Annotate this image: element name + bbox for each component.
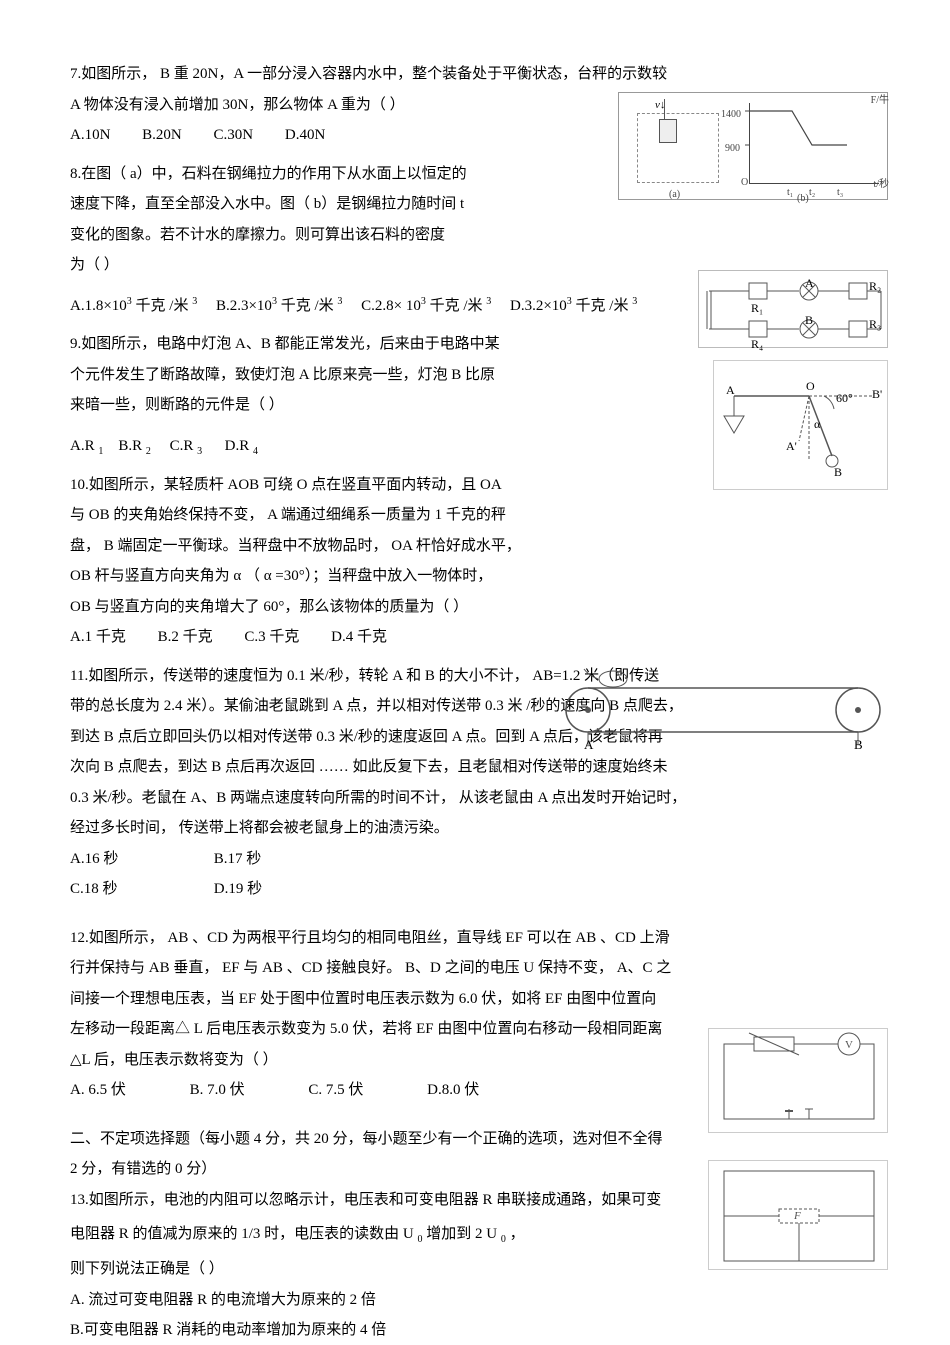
q9-opt-d: D.R 4 [225,438,258,454]
question-10: 10.如图所示，某轻质杆 AOB 可绕 O 点在竖直平面内转动，且 OA 与 O… [70,471,880,652]
q10-options: A.1 千克 B.2 千克 C.3 千克 D.4 千克 [70,623,880,652]
q7-opt-c: C.30N [214,127,254,143]
q13-opt-a: A. 流过可变电阻器 R 的电流增大为原来的 2 倍 [70,1286,880,1315]
fig8-xlabel: t/秒 [873,175,889,194]
fig8-ylabel: F/牛 [871,91,889,110]
q10-opt-d: D.4 千克 [331,629,387,645]
fig10-a: A [726,379,735,402]
q9-opt-a: A.R 1 [70,438,103,454]
figure-q8: v↓ (a) F/牛 1400 900 O t₁ t₂ t₃ t/秒 (b) [618,92,888,200]
fig9-r4: R₄ [751,333,763,356]
q8-opt-c: C.2.8× 103 千克 /米 3 [361,298,491,314]
q10-stem-3: 盘， B 端固定一平衡球。当秤盘中不放物品时， OA 杆恰好成水平， [70,532,880,561]
fig8-y2: 900 [725,139,740,158]
q10-opt-a: A.1 千克 [70,629,126,645]
q11-options-row1: A.16 秒 B.17 秒 [70,845,880,874]
q10-opt-b: B.2 千克 [158,629,213,645]
q12-opt-d: D.8.0 伏 [427,1082,479,1098]
q11-opt-d: D.19 秒 [214,881,262,897]
fig8-y1: 1400 [721,105,741,124]
q8-opt-a: A.1.8×103 千克 /米 3 [70,298,197,314]
q11-opt-a: A.16 秒 [70,845,210,874]
fig8-t2: t₂ [809,183,815,202]
q9-opt-b: B.R 2 [118,438,151,454]
q11-stem-5: 0.3 米/秒。老鼠在 A、B 两端点速度转向所需的时间不计， 从该老鼠由 A … [70,784,880,813]
q11-opt-b: B.17 秒 [214,851,262,867]
q8-opt-d: D.3.2×103 千克 /米 3 [510,298,637,314]
figure-q13-b: F [708,1160,888,1270]
q12-opt-a: A. 6.5 伏 [70,1082,126,1098]
fig8-t1: t₁ [787,183,793,202]
q11-opt-c: C.18 秒 [70,875,210,904]
fig8-cap-a: (a) [669,185,680,204]
q12-stem-3: 间接一个理想电压表，当 EF 处于图中位置时电压表示数为 6.0 伏，如将 EF… [70,985,880,1014]
q8-opt-b: B.2.3×103 千克 /米 3 [216,298,342,314]
fig11-a: A [584,733,593,758]
fig8-o: O [741,173,748,192]
q12-opt-b: B. 7.0 伏 [190,1082,245,1098]
q7-stem-1: 7.如图所示， B 重 20N，A 一部分浸入容器内水中，整个装备处于平衡状态，… [70,60,880,89]
fig9-b: B [805,309,813,332]
fig8-t3: t₃ [837,183,843,202]
figure-q10: A O B B' A' 60° α [713,360,888,490]
fig10-a2: A' [786,435,797,458]
q10-stem-5: OB 与竖直方向的夹角增大了 60°，那么该物体的质量为（ ） [70,593,880,622]
q13-opt-b: B.可变电阻器 R 消耗的电动率增加为原来的 4 倍 [70,1316,880,1345]
q12-stem-2: 行并保持与 AB 垂直， EF 与 AB 、CD 接触良好。 B、D 之间的电压… [70,954,880,983]
fig9-r1: R₁ [751,297,763,320]
q10-opt-c: C.3 千克 [244,629,299,645]
q9-opt-c: C.R 3 [170,438,203,454]
q10-stem-4: OB 杆与竖直方向夹角为 α （ α =30°）；当秤盘中放入一物体时， [70,562,880,591]
fig10-o: O [806,375,815,398]
svg-text:V: V [845,1039,853,1051]
fig10-b2: B' [872,383,882,406]
figure-q9: A B R₁ R₂ R₃ R₄ [698,270,888,348]
q11-options-row2: C.18 秒 D.19 秒 [70,875,880,904]
q10-stem-2: 与 OB 的夹角始终保持不变， A 端通过细绳系一质量为 1 千克的秤 [70,501,880,530]
q11-stem-6: 经过多长时间， 传送带上将都会被老鼠身上的油渍污染。 [70,814,880,843]
fig9-r3: R₃ [869,313,881,336]
figure-q11: A B [558,665,888,750]
fig10-ang: 60° [836,387,853,410]
fig10-b: B [834,461,842,484]
fig9-r2: R₂ [869,275,881,298]
fig9-a: A [805,272,814,295]
q7-opt-a: A.10N [70,127,110,143]
q7-opt-b: B.20N [142,127,182,143]
svg-text:F: F [793,1210,801,1222]
fig11-b: B [854,733,863,758]
fig8-cap-b: (b) [797,189,809,208]
q7-opt-d: D.40N [285,127,325,143]
fig10-alpha: α [814,413,820,436]
q12-opt-c: C. 7.5 伏 [308,1082,363,1098]
q8-stem-3: 变化的图象。若不计水的摩擦力。则可算出该石料的密度 [70,221,880,250]
q12-stem-1: 12.如图所示， AB 、CD 为两根平行且均匀的相同电阻丝，直导线 EF 可以… [70,924,880,953]
figure-q13-a: V [708,1028,888,1133]
q11-stem-4: 次向 B 点爬去，到达 B 点后再次返回 …… 如此反复下去，且老鼠相对传送带的… [70,753,880,782]
